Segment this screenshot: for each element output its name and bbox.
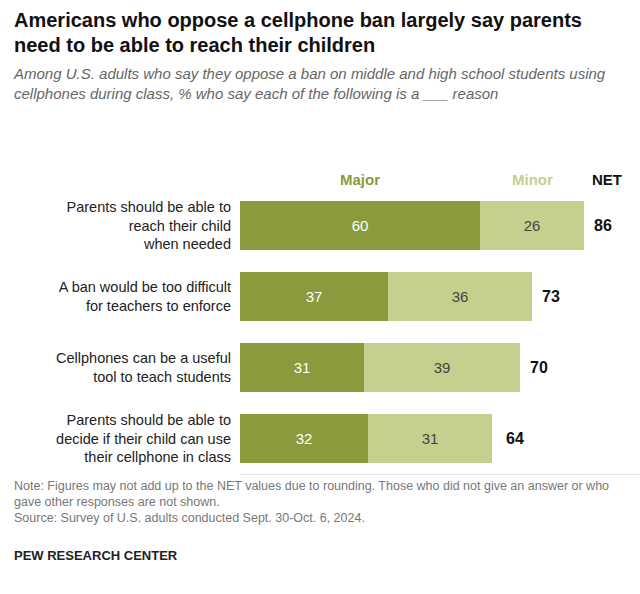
svg-text:A ban would be too difficultfo: A ban would be too difficultfor teachers…	[59, 279, 231, 314]
svg-text:31: 31	[422, 430, 439, 447]
svg-text:36: 36	[452, 288, 469, 305]
html-text:Source: Survey of U.S. adults: Source: Survey of U.S. adults conducted …	[14, 511, 365, 525]
html-text:Among U.S. adults who say they: Among U.S. adults who say they oppose a …	[14, 65, 606, 102]
svg-text:86: 86	[594, 217, 612, 234]
svg-text:Parents should be able todecid: Parents should be able todecide if their…	[56, 412, 231, 466]
svg-text:31: 31	[294, 359, 311, 376]
svg-text:39: 39	[434, 359, 451, 376]
html-text:Note: Figures may not add up t: Note: Figures may not add up to the NET …	[14, 479, 609, 509]
svg-text:37: 37	[306, 288, 323, 305]
svg-text:70: 70	[530, 359, 548, 376]
svg-text:Minor: Minor	[512, 171, 553, 188]
svg-text:64: 64	[506, 430, 524, 447]
svg-text:73: 73	[542, 288, 560, 305]
svg-text:Major: Major	[340, 171, 380, 188]
svg-text:NET: NET	[592, 171, 622, 188]
svg-text:26: 26	[524, 217, 541, 234]
html-text:Americans who oppose a cellpho: Americans who oppose a cellphone ban lar…	[14, 9, 582, 56]
html-text:PEW RESEARCH CENTER: PEW RESEARCH CENTER	[14, 548, 178, 563]
svg-text:60: 60	[352, 217, 369, 234]
svg-text:Cellphones can be a usefultool: Cellphones can be a usefultool to teach …	[56, 350, 231, 385]
svg-text:Parents should be able toreach: Parents should be able toreach their chi…	[67, 199, 231, 253]
svg-text:32: 32	[296, 430, 313, 447]
